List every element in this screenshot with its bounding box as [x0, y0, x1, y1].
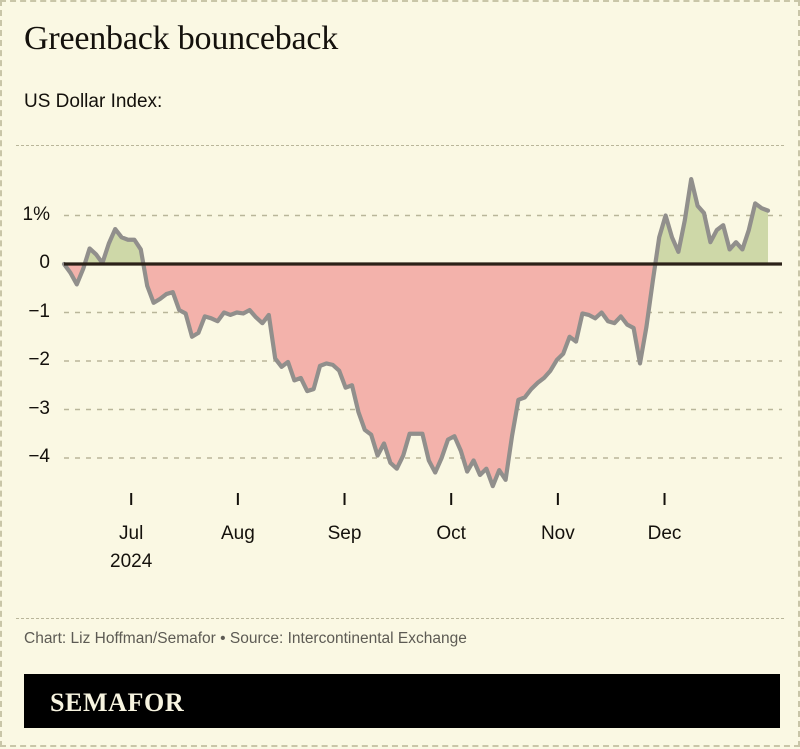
y-axis-tick-label: 0	[39, 252, 50, 273]
chart-credit: Chart: Liz Hoffman/Semafor • Source: Int…	[24, 630, 467, 647]
x-axis-tick-label: Aug	[220, 523, 255, 544]
area-negative	[64, 264, 656, 487]
y-axis-tick-label: 1%	[22, 203, 50, 225]
y-axis-tick-label: −2	[28, 349, 50, 370]
divider-bottom	[16, 618, 784, 619]
x-axis-tick-label: Oct	[436, 523, 466, 544]
x-axis-tick-label: Dec	[647, 523, 682, 544]
x-axis-year-label: 2024	[110, 551, 153, 572]
grid-lines	[64, 214, 782, 459]
semafor-logo: SEMAFOR	[50, 688, 185, 717]
x-axis-ticks	[130, 493, 666, 505]
chart-subtitle: US Dollar Index:	[24, 91, 163, 112]
y-axis-tick-label: −1	[28, 300, 50, 322]
series-line	[61, 177, 771, 489]
y-axis-tick-label: −3	[28, 397, 50, 419]
y-axis-tick-label: −4	[28, 446, 50, 467]
x-axis-tick-label: Jul	[119, 523, 144, 544]
page-title: Greenback bounceback	[24, 20, 339, 57]
area-positive	[64, 179, 768, 264]
x-axis-tick-label: Nov	[540, 523, 575, 544]
divider-top	[16, 145, 784, 146]
logo-bar	[24, 674, 780, 728]
x-axis-tick-label: Sep	[327, 523, 362, 544]
